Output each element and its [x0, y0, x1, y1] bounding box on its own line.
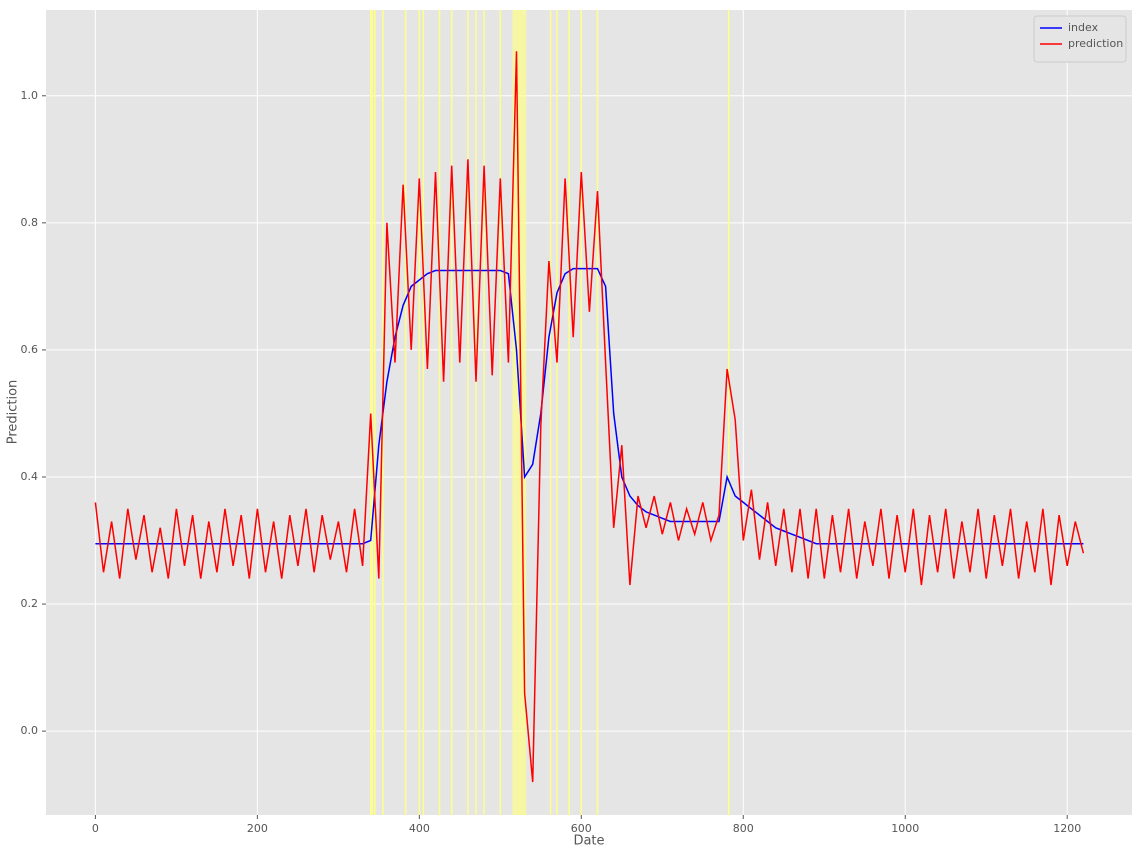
y-tick-label: 0.8 [21, 216, 39, 229]
data-line [95, 267, 1084, 545]
y-tick-label: 0.0 [21, 724, 39, 737]
plot-area [46, 10, 1132, 815]
y-tick-label: 0.2 [21, 597, 39, 610]
x-tick-label: 400 [409, 822, 430, 835]
x-tick-label: 800 [733, 822, 754, 835]
y-axis-label: Prediction [6, 380, 21, 445]
data-line [94, 51, 1085, 783]
y-tick-label: 1.0 [21, 89, 39, 102]
x-tick-label: 0 [92, 822, 99, 835]
legend-label: prediction [1068, 37, 1123, 50]
x-tick-label: 600 [571, 822, 592, 835]
highlight-band [512, 10, 527, 815]
x-axis-label: Date [573, 834, 604, 849]
x-tick-label: 200 [247, 822, 268, 835]
x-tick-label: 1000 [891, 822, 919, 835]
y-tick-label: 0.4 [21, 470, 39, 483]
y-tick-label: 0.6 [21, 343, 39, 356]
x-tick-label: 1200 [1053, 822, 1081, 835]
legend-label: index [1068, 21, 1099, 34]
